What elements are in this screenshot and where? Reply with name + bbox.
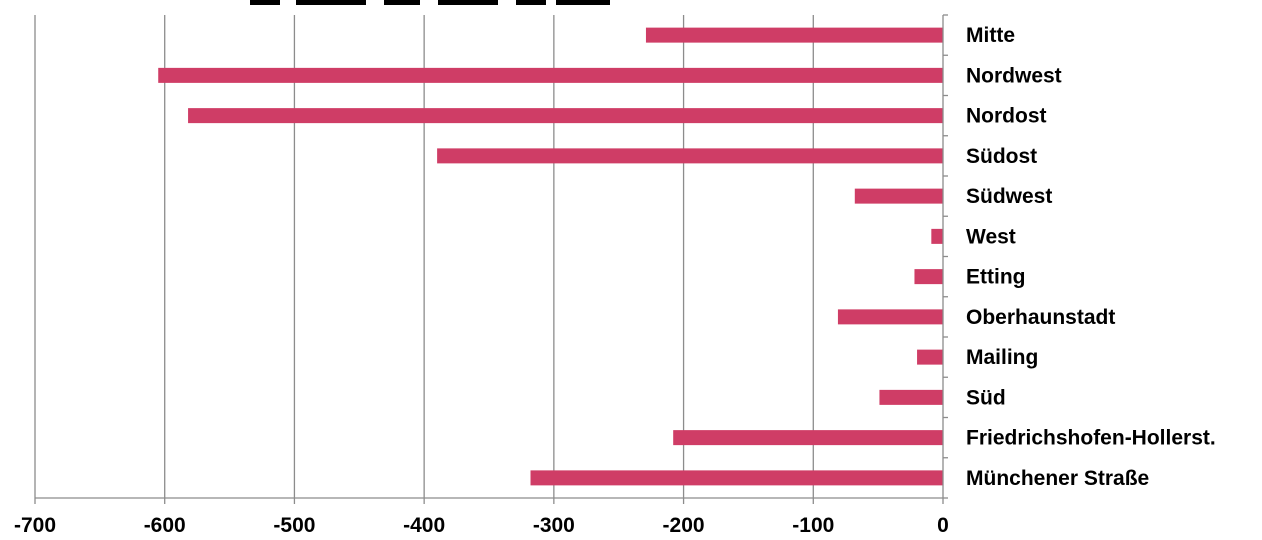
title-fragment-0 <box>250 0 280 5</box>
category-label-7: Oberhaunstadt <box>966 306 1115 329</box>
category-label-3: Südost <box>966 145 1037 168</box>
title-fragment-1 <box>296 0 366 5</box>
title-fragment-4 <box>516 0 546 5</box>
category-labels: Mitte Nordwest Nordost Südost Südwest West Ett… <box>966 24 1216 490</box>
grid-lines <box>34 15 814 498</box>
bar-7 <box>837 309 943 325</box>
bar-2 <box>188 108 943 124</box>
bars <box>158 27 943 486</box>
bar-6 <box>914 269 943 285</box>
x-tick-label-1: -600 <box>144 514 186 537</box>
x-tick-label-5: -200 <box>663 514 705 537</box>
category-label-5: West <box>966 225 1016 248</box>
title-fragment-3 <box>438 0 498 5</box>
x-tick-label-3: -400 <box>403 514 445 537</box>
category-label-6: Etting <box>966 266 1025 289</box>
bar-8 <box>917 349 943 365</box>
x-tick-label-6: -100 <box>792 514 834 537</box>
bar-3 <box>437 148 943 164</box>
x-tick-label-7: 0 <box>937 514 949 537</box>
category-label-9: Süd <box>966 386 1006 409</box>
category-label-11: Münchener Straße <box>966 467 1149 490</box>
category-label-10: Friedrichshofen-Hollerst. <box>966 427 1216 450</box>
category-label-1: Nordwest <box>966 64 1062 87</box>
x-tick-label-4: -300 <box>533 514 575 537</box>
category-label-4: Südwest <box>966 185 1052 208</box>
x-tick-labels: -700 -600 -500 -400 -300 -200 -100 0 <box>14 514 949 537</box>
x-tick-label-0: -700 <box>14 514 56 537</box>
axes <box>34 14 948 504</box>
bar-10 <box>673 430 943 446</box>
bar-11 <box>530 470 943 486</box>
category-label-2: Nordost <box>966 105 1047 128</box>
bar-5 <box>931 228 943 244</box>
x-tick-label-2: -500 <box>273 514 315 537</box>
category-label-8: Mailing <box>966 346 1038 369</box>
bar-0 <box>645 27 943 43</box>
bar-4 <box>854 188 943 204</box>
title-fragment-2 <box>384 0 420 5</box>
title-fragment-5 <box>556 0 610 5</box>
category-label-0: Mitte <box>966 24 1015 47</box>
chart-title-remnant <box>250 0 610 5</box>
bar-9 <box>879 389 943 405</box>
bar-1 <box>158 67 943 83</box>
